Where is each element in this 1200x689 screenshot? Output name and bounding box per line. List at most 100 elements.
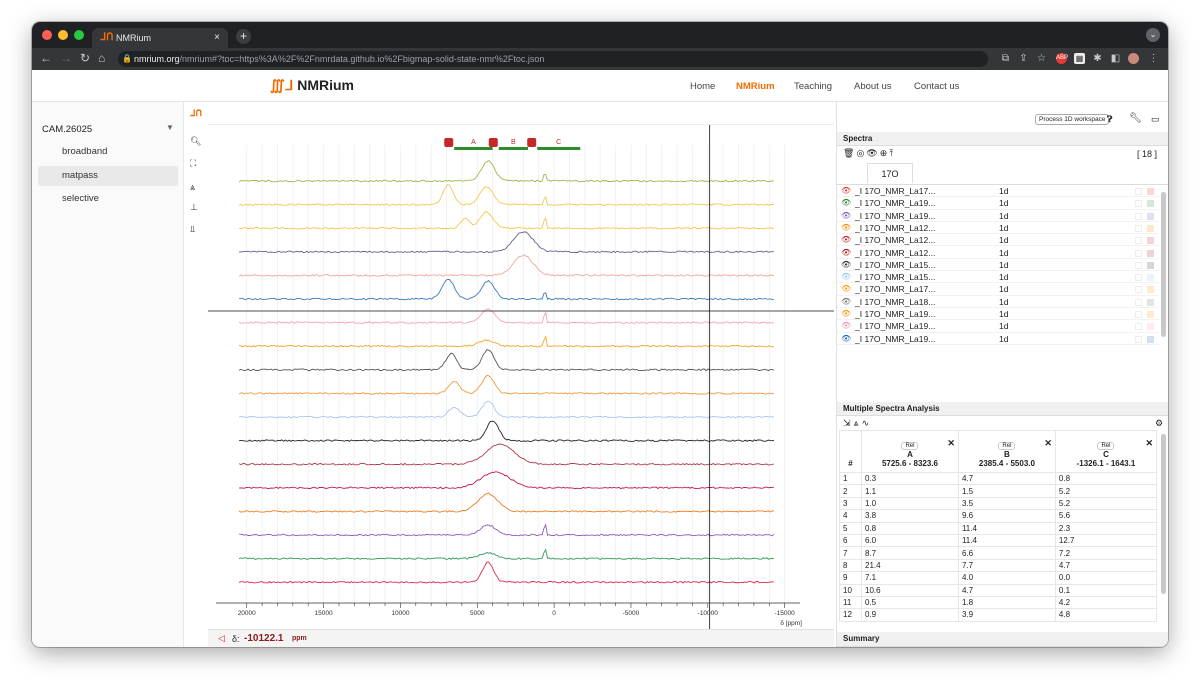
color-swatch[interactable]: [1147, 274, 1154, 282]
color-swatch[interactable]: [1147, 298, 1154, 306]
install-icon[interactable]: ⧉: [1001, 53, 1010, 64]
color-swatch[interactable]: [1147, 261, 1154, 269]
color-swatch[interactable]: [1147, 286, 1154, 294]
align-top-icon[interactable]: ⤒: [889, 148, 896, 158]
help-icon[interactable]: ❓︎: [1107, 114, 1113, 124]
baseline-icon[interactable]: ⫫: [190, 224, 196, 234]
spectrum-trace[interactable]: [238, 349, 775, 372]
settings-gear-icon[interactable]: ⚙: [1155, 418, 1164, 428]
spectrum-row[interactable]: 👁︎ _I 17O_NMR_La17... 1d: [837, 283, 1159, 296]
home-icon[interactable]: ⌂: [98, 51, 106, 65]
spectrum-row[interactable]: 👁︎ _I 17O_NMR_La19... 1d: [837, 210, 1159, 222]
reload-icon[interactable]: ↻: [80, 51, 91, 65]
extensions-puzzle-icon[interactable]: ✱: [1093, 53, 1102, 64]
eye-icon[interactable]: 👁︎: [841, 198, 852, 208]
eye-icon[interactable]: 👁︎: [841, 296, 852, 306]
select-checkbox[interactable]: [1135, 200, 1142, 208]
eye-icon[interactable]: 👁︎: [841, 259, 852, 269]
nav-home[interactable]: Home: [690, 81, 716, 92]
peak-picking-icon[interactable]: ⩓: [190, 182, 196, 192]
side-panel-icon[interactable]: ◧: [1110, 53, 1121, 64]
chevron-down-icon[interactable]: ▼: [166, 123, 174, 132]
remove-column-icon[interactable]: ✕: [1044, 438, 1052, 448]
sidebar-item-selective[interactable]: selective: [62, 193, 99, 204]
sidebar-item-broadband[interactable]: broadband: [62, 146, 108, 157]
color-swatch[interactable]: [1147, 224, 1154, 232]
color-swatch[interactable]: [1147, 249, 1154, 257]
minimize-window-icon[interactable]: [58, 30, 68, 40]
browser-tab[interactable]: ᒧᑎ NMRium ×: [92, 28, 228, 48]
select-checkbox[interactable]: [1135, 286, 1142, 294]
integral-icon[interactable]: ⊥: [190, 202, 198, 212]
range-delete-button[interactable]: [527, 138, 537, 147]
sample-group-header[interactable]: CAM.26025: [42, 124, 93, 135]
tab-17o[interactable]: 17O: [867, 163, 913, 183]
range-bar[interactable]: [537, 147, 581, 150]
relative-toggle[interactable]: Rel: [1097, 442, 1115, 450]
spectrum-trace[interactable]: [238, 374, 775, 395]
analysis-scrollbar[interactable]: [1161, 434, 1166, 594]
profile-avatar[interactable]: [1128, 53, 1139, 64]
hide-icon[interactable]: ◎: [856, 148, 867, 158]
spectrum-trace[interactable]: [238, 492, 774, 513]
nav-contact-us[interactable]: Contact us: [914, 81, 960, 92]
summary-section-header[interactable]: Summary: [837, 632, 1168, 647]
forward-icon[interactable]: →: [60, 51, 72, 65]
spectrum-row[interactable]: 👁︎ _I 17O_NMR_La12... 1d: [837, 222, 1159, 235]
tab-close-icon[interactable]: ×: [214, 32, 220, 43]
spectrum-trace[interactable]: [238, 254, 775, 277]
browser-menu-icon[interactable]: ⋮: [1148, 53, 1159, 64]
relative-toggle[interactable]: Rel: [901, 442, 919, 450]
spectrum-trace[interactable]: [238, 308, 774, 324]
color-swatch[interactable]: [1147, 335, 1154, 343]
select-checkbox[interactable]: [1135, 224, 1142, 232]
spectrum-trace[interactable]: [238, 279, 774, 301]
spectrum-row[interactable]: 👁︎ _I 17O_NMR_La12... 1d: [837, 247, 1159, 259]
remove-column-icon[interactable]: ✕: [947, 438, 955, 448]
tab-search-icon[interactable]: ⌄: [1146, 28, 1160, 42]
eye-icon[interactable]: 👁︎: [841, 333, 852, 343]
range-delete-button[interactable]: [488, 138, 498, 147]
select-checkbox[interactable]: [1135, 188, 1142, 195]
spectrum-row[interactable]: 👁︎ _I 17O_NMR_La17... 1d: [837, 185, 1159, 198]
spectrum-row[interactable]: 👁︎ _I 17O_NMR_La12... 1d: [837, 234, 1159, 247]
select-checkbox[interactable]: [1135, 298, 1142, 306]
color-swatch[interactable]: [1147, 237, 1154, 245]
spectrum-row[interactable]: 👁︎ _I 17O_NMR_La19... 1d: [837, 308, 1159, 321]
spectrum-trace[interactable]: [239, 523, 775, 537]
range-bar[interactable]: [454, 147, 493, 150]
spectrum-trace[interactable]: [238, 548, 774, 560]
select-checkbox[interactable]: [1135, 249, 1142, 257]
spectrum-trace[interactable]: [238, 561, 774, 584]
range-bar[interactable]: [498, 147, 528, 150]
nav-about-us[interactable]: About us: [854, 81, 892, 92]
color-swatch[interactable]: [1147, 311, 1154, 318]
color-swatch[interactable]: [1147, 212, 1154, 220]
spectra-scrollbar[interactable]: [1161, 192, 1166, 337]
spectrum-row[interactable]: 👁︎ _I 17O_NMR_La19... 1d: [837, 320, 1159, 333]
analysis-section-header[interactable]: Multiple Spectra Analysis: [837, 402, 1168, 416]
eye-icon[interactable]: 👁︎: [841, 186, 852, 195]
spectrum-row[interactable]: 👁︎ _I 17O_NMR_La19... 1d: [837, 333, 1159, 345]
spectrum-trace[interactable]: [239, 471, 774, 490]
eye-icon[interactable]: 👁︎: [841, 309, 852, 318]
spectrum-trace[interactable]: [239, 211, 774, 230]
color-swatch[interactable]: [1147, 200, 1154, 208]
range-delete-button[interactable]: [444, 138, 454, 147]
eye-icon[interactable]: 👁︎: [841, 321, 852, 331]
spectrum-row[interactable]: 👁︎ _I 17O_NMR_La15... 1d: [837, 259, 1159, 272]
eye-icon[interactable]: 👁︎: [841, 210, 852, 220]
new-tab-button[interactable]: +: [236, 29, 251, 44]
spectrum-trace[interactable]: [238, 400, 775, 419]
delete-icon[interactable]: 🗑︎: [843, 148, 857, 158]
select-checkbox[interactable]: [1135, 237, 1142, 245]
eye-icon[interactable]: 👁︎: [841, 222, 852, 232]
select-checkbox[interactable]: [1135, 212, 1142, 220]
eye-icon[interactable]: 👁︎: [841, 272, 852, 282]
pulse-icon[interactable]: ∿: [861, 418, 873, 428]
spectrum-row[interactable]: 👁︎ _I 17O_NMR_La18... 1d: [837, 296, 1159, 308]
sidebar-item-matpass[interactable]: matpass: [38, 166, 178, 186]
spectrum-trace[interactable]: [238, 443, 774, 466]
export-icon[interactable]: ⇲: [843, 418, 854, 428]
back-icon[interactable]: ←: [40, 51, 52, 65]
